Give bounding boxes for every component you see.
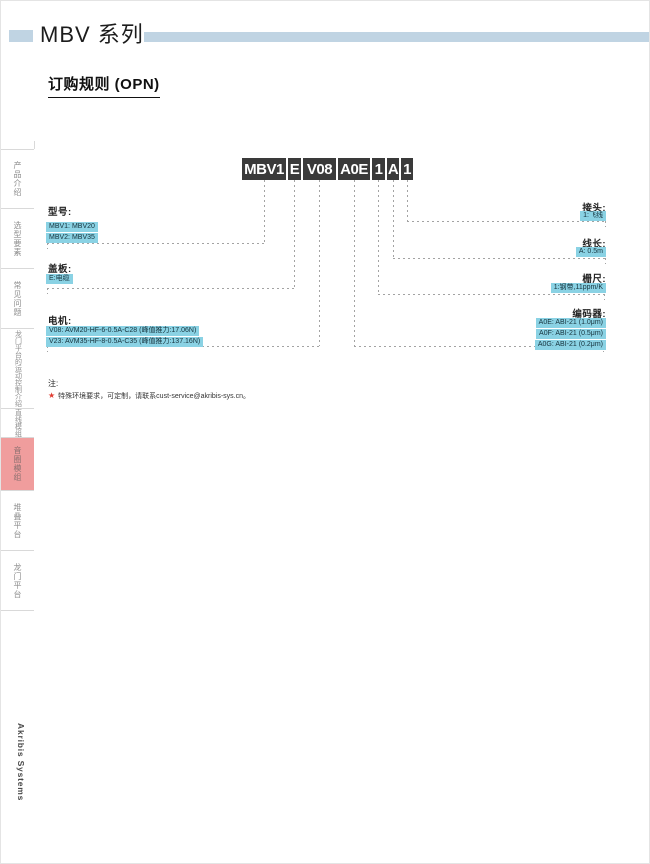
option-chip: A0E: ABI-21 (1.0μm)	[535, 318, 606, 328]
option-chip: MBV1: MBV20	[46, 222, 98, 232]
connector-line	[393, 258, 606, 259]
option-chip: A: 0.5m	[575, 247, 606, 257]
group-model-options: MBV1: MBV20 MBV2: MBV35	[46, 222, 98, 243]
connector-tick	[605, 258, 606, 264]
sidebar-item-gantry-motion-control[interactable]: 龙门平台的运动控制介绍	[1, 328, 34, 408]
group-motor-label: 电机:	[48, 316, 72, 327]
connector-line	[264, 180, 265, 243]
star-icon: ★	[48, 391, 56, 400]
header-accent-bar-right	[144, 32, 649, 42]
option-chip: 1:飞线	[580, 211, 606, 221]
sidebar-item-label: 产品介绍	[13, 161, 22, 197]
connector-line	[294, 180, 295, 288]
pn-segment-cable-length: A	[387, 158, 399, 180]
sidebar-item-faq[interactable]: 常见问题	[1, 268, 34, 328]
connector-line	[319, 180, 320, 346]
brand-label: Akribis Systems	[16, 723, 26, 802]
sidebar-item-selection-factors[interactable]: 选型要素	[1, 208, 34, 268]
note-text-line: ★ 特殊环境要求，可定制，请联系cust-service@akribis-sys.…	[48, 391, 250, 401]
pn-segment-motor: V08	[303, 158, 336, 180]
connector-line	[354, 180, 355, 346]
option-chip: E:电缆	[46, 274, 73, 284]
header-accent-bar-left	[9, 30, 33, 42]
group-scale-label: 栅尺:	[582, 274, 606, 285]
sidebar-item-label: 龙门平台	[13, 562, 22, 599]
sidebar-item-label: 音圈模组	[13, 446, 22, 482]
pn-segment-model: MBV1	[242, 158, 286, 180]
group-cover-options: E:电缆	[46, 274, 73, 284]
connector-tick	[47, 346, 48, 352]
group-encoder-options: A0E: ABI-21 (1.0μm) A0F: ABI-21 (0.5μm) …	[534, 318, 606, 350]
pn-segment-scale: 1	[372, 158, 385, 180]
connector-tick	[604, 294, 605, 300]
group-connector-label: 接头:	[582, 203, 606, 214]
sidebar-item-stacked-stage[interactable]: 堆叠平台	[1, 490, 34, 550]
connector-line	[393, 180, 394, 258]
connector-line	[407, 221, 606, 222]
option-chip: MBV2: MBV35	[46, 233, 98, 243]
connector-line	[47, 288, 294, 289]
group-cable-length-options: A: 0.5m	[575, 247, 606, 257]
sidebar-item-product-intro[interactable]: 产品介绍	[1, 149, 34, 208]
connector-line	[378, 294, 605, 295]
sidebar-item-label: 龙门平台的运动控制介绍	[14, 330, 22, 407]
group-cover-label: 盖板:	[48, 264, 72, 275]
option-chip: A0F: ABI-21 (0.5μm)	[536, 329, 606, 339]
note-text: 特殊环境要求，可定制，请联系cust-service@akribis-sys.c…	[58, 393, 251, 400]
option-chip: V23: AVM35-HF-8-0.5A-C35 (峰值推力:137.16N)	[46, 337, 204, 347]
group-scale-options: 1:钢带,11ppm/K	[550, 283, 606, 293]
option-chip: V08: AVM20-HF-6-0.5A-C28 (峰值推力:17.06N)	[46, 326, 200, 336]
sidebar-item-voice-coil-module[interactable]: 音圈模组	[1, 437, 34, 490]
sidebar-corner-tick	[34, 141, 35, 149]
sidebar-item-label: 直线模组	[14, 409, 22, 437]
section-title: 订购规则 (OPN)	[48, 73, 160, 98]
group-cable-length-label: 线长:	[582, 239, 606, 250]
sidebar-item-label: 选型要素	[13, 220, 22, 257]
brand-vertical-text: Akribis Systems	[16, 723, 26, 818]
option-chip: 1:钢带,11ppm/K	[550, 283, 606, 293]
sidebar-item-linear-module[interactable]: 直线模组	[1, 408, 34, 437]
note-label: 注:	[48, 379, 59, 388]
option-chip: A0G: ABI-21 (0.2μm)	[534, 340, 606, 350]
connector-tick	[605, 221, 606, 227]
page-title: MBV 系列	[40, 22, 144, 47]
connector-line	[354, 346, 604, 347]
pn-segment-cover: E	[288, 158, 301, 180]
connector-tick	[47, 243, 48, 249]
sidebar-item-label: 常见问题	[13, 280, 22, 317]
connector-line	[47, 243, 264, 244]
sidebar-item-label: 堆叠平台	[13, 502, 22, 539]
group-encoder-label: 编码器:	[572, 309, 606, 320]
connector-tick	[47, 288, 48, 294]
pn-segment-connector: 1	[401, 158, 413, 180]
pn-segment-encoder: A0E	[338, 158, 370, 180]
connector-line	[407, 180, 408, 221]
group-connector-options: 1:飞线	[580, 211, 606, 221]
sidebar-item-gantry-stage[interactable]: 龙门平台	[1, 550, 34, 610]
connector-line	[378, 180, 379, 294]
group-motor-options: V08: AVM20-HF-6-0.5A-C28 (峰值推力:17.06N) V…	[46, 326, 204, 347]
group-model-label: 型号:	[48, 207, 72, 218]
sidebar-separator	[1, 610, 34, 611]
